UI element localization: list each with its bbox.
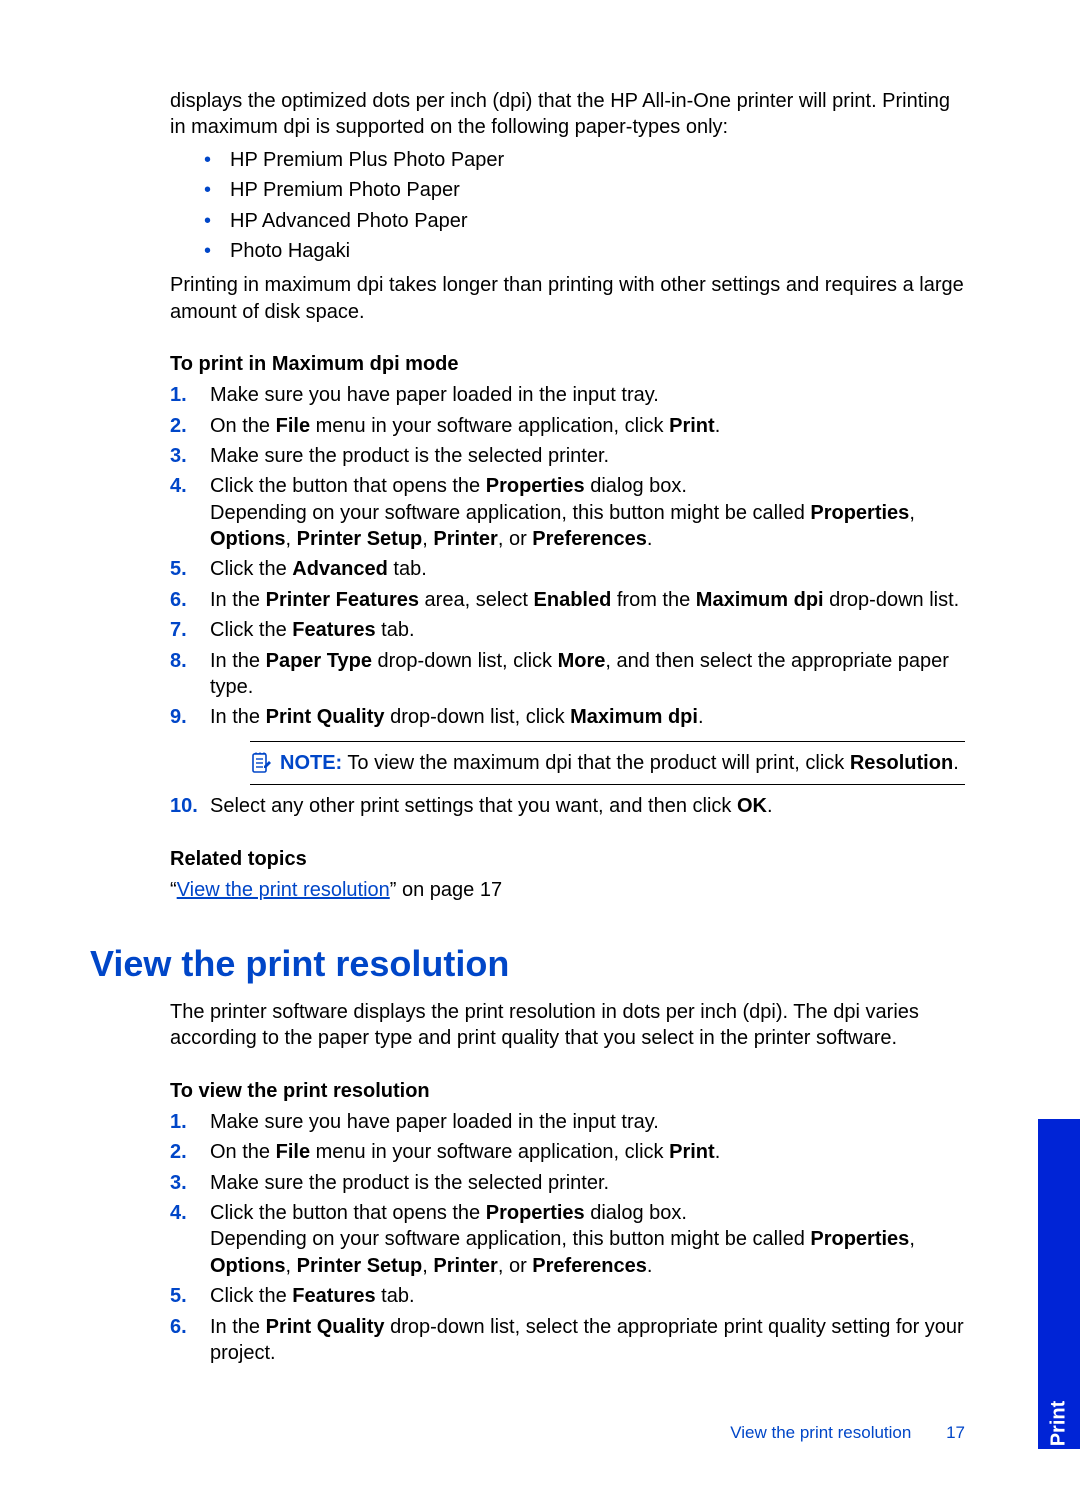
- step-text: On the File menu in your software applic…: [210, 415, 720, 437]
- step-text: In the Printer Features area, select Ena…: [210, 589, 959, 611]
- step-text: Click the Advanced tab.: [210, 558, 427, 580]
- note-label: NOTE:: [280, 752, 342, 774]
- step-item: 9. In the Print Quality drop-down list, c…: [170, 704, 965, 785]
- note-text: To view the maximum dpi that the product…: [347, 752, 958, 774]
- step-item: 2. On the File menu in your software appl…: [170, 413, 965, 439]
- step-text: In the Paper Type drop-down list, click …: [210, 650, 949, 698]
- section2-intro: The printer software displays the print …: [170, 999, 965, 1052]
- step-text: In the Print Quality drop-down list, cli…: [210, 706, 704, 728]
- footer-title: View the print resolution: [730, 1423, 911, 1442]
- footer-page-number: 17: [946, 1423, 965, 1442]
- step-item: 10. Select any other print settings that …: [170, 793, 965, 819]
- step-item: 4. Click the button that opens the Proper…: [170, 473, 965, 552]
- list-item: HP Premium Photo Paper: [194, 177, 965, 203]
- page-footer: View the print resolution 17: [730, 1423, 965, 1443]
- step-number: 5.: [170, 1283, 187, 1309]
- step-text: Click the button that opens the Properti…: [210, 475, 915, 550]
- step-item: 8. In the Paper Type drop-down list, clic…: [170, 648, 965, 701]
- document-page: displays the optimized dots per inch (dp…: [0, 0, 1080, 1495]
- quote-close: ” on page 17: [390, 879, 502, 901]
- step-number: 8.: [170, 648, 187, 674]
- step-number: 7.: [170, 617, 187, 643]
- step-number: 3.: [170, 443, 187, 469]
- step-item: 1. Make sure you have paper loaded in the…: [170, 382, 965, 408]
- note-icon: [250, 752, 272, 774]
- step-item: 4. Click the button that opens the Proper…: [170, 1200, 965, 1279]
- step-number: 2.: [170, 413, 187, 439]
- list-item: HP Premium Plus Photo Paper: [194, 147, 965, 173]
- step-text: Click the Features tab.: [210, 1285, 415, 1307]
- list-item: HP Advanced Photo Paper: [194, 208, 965, 234]
- list-item: Photo Hagaki: [194, 238, 965, 264]
- step-item: 5. Click the Features tab.: [170, 1283, 965, 1309]
- side-tab-label: Print: [1048, 1401, 1071, 1447]
- step-number: 5.: [170, 556, 187, 582]
- step-item: 5. Click the Advanced tab.: [170, 556, 965, 582]
- step-number: 9.: [170, 704, 187, 730]
- related-link[interactable]: View the print resolution: [177, 879, 390, 901]
- step-text: In the Print Quality drop-down list, sel…: [210, 1316, 964, 1364]
- procedure-heading: To print in Maximum dpi mode: [170, 353, 965, 376]
- intro-paragraph-1: displays the optimized dots per inch (dp…: [170, 88, 965, 141]
- related-topics-heading: Related topics: [170, 848, 965, 871]
- related-topics-line: “View the print resolution” on page 17: [170, 877, 965, 903]
- step-number: 1.: [170, 1109, 187, 1135]
- procedure-2-steps: 1. Make sure you have paper loaded in the…: [170, 1109, 965, 1367]
- step-item: 1. Make sure you have paper loaded in the…: [170, 1109, 965, 1135]
- quote-open: “: [170, 879, 177, 901]
- step-number: 4.: [170, 473, 187, 499]
- procedure-1-steps: 1. Make sure you have paper loaded in the…: [170, 382, 965, 819]
- side-tab: Print: [1038, 1119, 1080, 1449]
- intro-paragraph-2: Printing in maximum dpi takes longer tha…: [170, 272, 965, 325]
- step-number: 10.: [170, 793, 198, 819]
- step-text: Make sure you have paper loaded in the i…: [210, 384, 659, 406]
- step-item: 7. Click the Features tab.: [170, 617, 965, 643]
- step-text: Click the Features tab.: [210, 619, 415, 641]
- step-text: Make sure the product is the selected pr…: [210, 445, 609, 467]
- step-number: 1.: [170, 382, 187, 408]
- procedure-2-heading: To view the print resolution: [170, 1080, 965, 1103]
- step-text: Make sure the product is the selected pr…: [210, 1172, 609, 1194]
- step-text: Click the button that opens the Properti…: [210, 1202, 915, 1277]
- step-number: 6.: [170, 1314, 187, 1340]
- step-text: On the File menu in your software applic…: [210, 1141, 720, 1163]
- step-number: 4.: [170, 1200, 187, 1226]
- step-item: 2. On the File menu in your software appl…: [170, 1139, 965, 1165]
- step-item: 6. In the Printer Features area, select E…: [170, 587, 965, 613]
- step-text: Make sure you have paper loaded in the i…: [210, 1111, 659, 1133]
- step-number: 2.: [170, 1139, 187, 1165]
- note-box: NOTE: To view the maximum dpi that the p…: [250, 741, 965, 785]
- intro-bullet-list: HP Premium Plus Photo Paper HP Premium P…: [170, 147, 965, 265]
- note-content: NOTE: To view the maximum dpi that the p…: [280, 750, 959, 776]
- step-number: 3.: [170, 1170, 187, 1196]
- section-heading: View the print resolution: [90, 943, 965, 985]
- step-item: 3. Make sure the product is the selected …: [170, 1170, 965, 1196]
- step-item: 6. In the Print Quality drop-down list, s…: [170, 1314, 965, 1367]
- step-item: 3. Make sure the product is the selected …: [170, 443, 965, 469]
- step-number: 6.: [170, 587, 187, 613]
- step-text: Select any other print settings that you…: [210, 795, 773, 817]
